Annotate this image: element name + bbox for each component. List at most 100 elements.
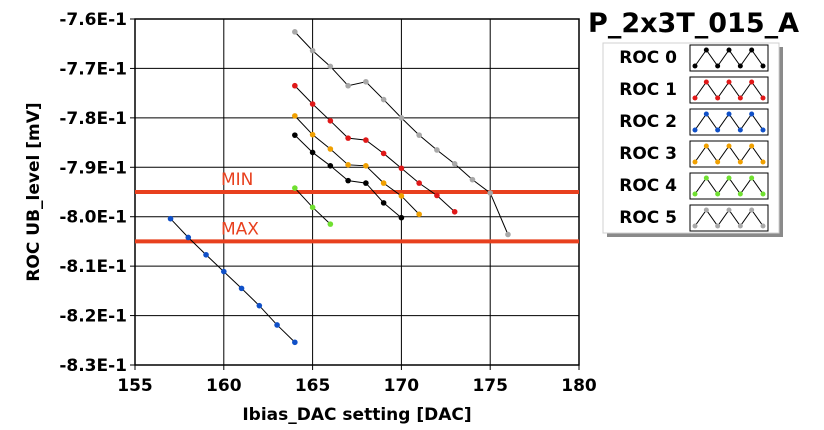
data-point-roc-2 <box>167 215 174 222</box>
x-tick-label: 155 <box>117 376 153 396</box>
legend-label-roc-3: ROC 3 <box>619 144 677 164</box>
data-point-roc-0 <box>363 180 369 186</box>
y-tick-label: -8.0E-1 <box>59 208 127 228</box>
legend-marker-roc-5 <box>692 223 698 229</box>
data-point-roc-2 <box>238 285 245 292</box>
x-tick-label: 175 <box>472 376 508 396</box>
legend-marker-roc-5 <box>726 207 732 213</box>
data-point-roc-4 <box>292 185 298 191</box>
plot-area: 155 160 165 170 175 180 -7.6E-1 -7.7E-1 -7.8E-1 -… <box>59 10 597 396</box>
data-point-roc-3 <box>292 113 298 119</box>
data-point-roc-5 <box>363 78 369 85</box>
data-point-roc-5 <box>327 63 334 70</box>
legend-marker-roc-1 <box>749 79 755 85</box>
data-point-roc-1 <box>434 192 440 199</box>
x-tick-label: 170 <box>384 376 420 396</box>
legend-marker-roc-1 <box>726 79 732 85</box>
x-tick-label: 180 <box>561 376 597 396</box>
legend-marker-roc-3 <box>749 143 755 149</box>
data-point-roc-0 <box>398 214 405 221</box>
legend-marker-roc-0 <box>737 63 743 69</box>
data-point-roc-0 <box>345 177 351 184</box>
legend-marker-roc-2 <box>692 127 698 133</box>
y-tick-label: -7.7E-1 <box>59 59 127 79</box>
data-point-roc-5 <box>505 231 511 238</box>
legend-marker-roc-4 <box>760 191 766 197</box>
legend-label-roc-4: ROC 4 <box>619 176 677 196</box>
data-point-roc-1 <box>416 180 422 186</box>
legend-marker-roc-2 <box>760 127 766 133</box>
data-point-roc-5 <box>434 147 440 153</box>
data-point-roc-1 <box>327 118 334 124</box>
legend-marker-roc-5 <box>760 223 766 229</box>
y-axis-label: ROC UB_level [mV] <box>24 102 44 281</box>
y-tick-label: -7.9E-1 <box>59 158 127 178</box>
data-point-roc-3 <box>327 146 334 152</box>
data-point-roc-0 <box>380 200 387 206</box>
data-point-roc-2 <box>256 302 263 309</box>
legend-marker-roc-5 <box>749 207 755 213</box>
chart-title: P_2x3T_015_A <box>588 8 799 39</box>
data-point-roc-1 <box>292 82 298 89</box>
data-point-roc-2 <box>221 268 227 275</box>
data-point-roc-1 <box>345 135 351 141</box>
x-axis-label: Ibias_DAC setting [DAC] <box>242 405 471 425</box>
data-point-roc-2 <box>292 339 298 346</box>
data-point-roc-3 <box>345 162 351 168</box>
x-tick-label: 165 <box>295 376 331 396</box>
data-point-roc-1 <box>309 101 316 107</box>
data-point-roc-5 <box>292 29 298 35</box>
data-point-roc-2 <box>185 234 192 241</box>
legend-swatch-roc-0 <box>689 44 769 72</box>
data-point-roc-1 <box>398 165 405 172</box>
y-tick-label: -7.8E-1 <box>59 109 127 129</box>
legend-marker-roc-1 <box>737 95 743 101</box>
legend-marker-roc-5 <box>737 223 743 229</box>
data-point-roc-0 <box>327 163 334 169</box>
data-point-roc-5 <box>309 47 316 54</box>
legend-box <box>602 42 780 234</box>
x-tick-label: 160 <box>206 376 242 396</box>
data-point-roc-4 <box>327 221 334 227</box>
legend-marker-roc-3 <box>715 159 721 165</box>
reference-label-max: MAX <box>221 219 259 239</box>
data-point-roc-5 <box>469 176 476 183</box>
legend-marker-roc-0 <box>715 63 721 69</box>
legend-marker-roc-1 <box>692 95 698 101</box>
legend-marker-roc-0 <box>692 63 698 69</box>
legend-marker-roc-0 <box>749 47 755 53</box>
y-tick-label: -8.1E-1 <box>59 257 127 277</box>
legend-marker-roc-3 <box>692 159 698 165</box>
legend-marker-roc-3 <box>760 159 766 165</box>
legend-marker-roc-4 <box>749 175 755 181</box>
data-point-roc-3 <box>363 163 369 169</box>
data-point-roc-5 <box>380 96 387 103</box>
data-point-roc-5 <box>345 82 351 89</box>
data-point-roc-3 <box>309 131 316 138</box>
data-point-roc-0 <box>292 132 298 138</box>
legend-marker-roc-2 <box>703 111 709 117</box>
y-tick-label: -8.2E-1 <box>59 307 127 327</box>
legend-label-roc-2: ROC 2 <box>619 112 677 132</box>
legend: ROC 0 ROC 1 ROC 2 ROC 3 ROC 4 ROC 5 <box>602 42 783 237</box>
data-point-roc-1 <box>380 150 387 157</box>
legend-label-roc-5: ROC 5 <box>619 208 677 228</box>
data-point-roc-5 <box>451 161 458 167</box>
legend-marker-roc-2 <box>749 111 755 117</box>
y-tick-label: -8.3E-1 <box>59 356 127 376</box>
legend-marker-roc-4 <box>737 191 743 197</box>
series-line-roc-2 <box>170 218 296 343</box>
series-line-roc-3 <box>294 115 420 215</box>
data-point-roc-1 <box>363 137 369 143</box>
legend-marker-roc-3 <box>737 159 743 165</box>
data-point-roc-5 <box>416 132 422 138</box>
data-point-roc-1 <box>451 208 458 215</box>
data-point-roc-5 <box>398 115 405 121</box>
legend-marker-roc-5 <box>715 223 721 229</box>
legend-marker-roc-4 <box>715 191 721 197</box>
legend-marker-roc-1 <box>703 79 709 85</box>
data-point-roc-3 <box>398 193 405 199</box>
data-point-roc-0 <box>309 149 316 156</box>
data-point-roc-5 <box>487 190 494 196</box>
legend-marker-roc-5 <box>703 207 709 213</box>
